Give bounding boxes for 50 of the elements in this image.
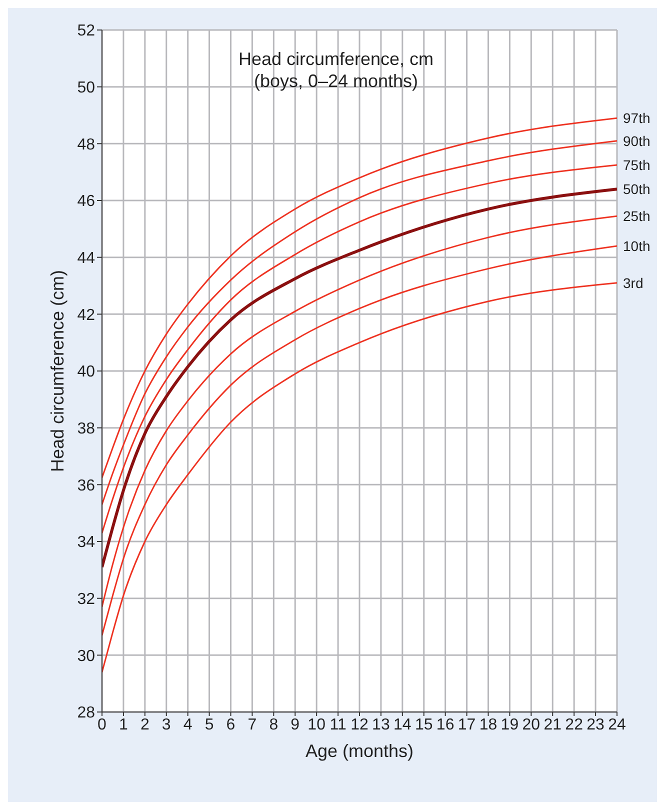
x-tick-label: 7 [248,716,257,734]
x-tick-label: 4 [183,716,192,734]
y-tick-label: 32 [77,591,96,608]
x-tick-label: 13 [372,716,390,734]
y-tick-label: 52 [77,22,96,40]
y-tick-label: 34 [77,534,96,552]
x-tick-label: 5 [204,716,214,734]
x-tick-label: 14 [394,716,412,734]
x-tick-label: 19 [500,716,519,734]
x-tick-label: 23 [586,716,605,734]
x-tick-label: 0 [98,716,107,734]
y-tick-label: 28 [77,704,96,722]
x-tick-label: 2 [140,716,150,734]
x-tick-label: 21 [544,716,562,734]
x-tick-label: 20 [522,716,540,734]
x-tick-label: 15 [414,716,433,734]
y-tick-label: 42 [77,306,96,324]
x-tick-label: 10 [308,716,326,734]
x-tick-label: 11 [330,716,346,734]
x-tick-label: 16 [436,716,454,734]
x-tick-label: 18 [479,716,498,734]
text: (boys, 0–24 months) [254,71,418,91]
y-tick-label: 48 [77,136,96,154]
x-tick-label: 22 [565,716,584,734]
series-label: 10th [623,238,650,254]
y-tick-label: 38 [77,420,96,438]
x-axis-title: Age (months) [305,741,414,761]
x-tick-label: 6 [226,716,236,734]
y-tick-label: 44 [77,250,96,268]
y-tick-label: 46 [77,193,96,210]
y-tick-label: 30 [77,648,96,665]
series-label: 3rd [623,274,644,291]
y-tick-label: 50 [77,80,96,97]
series-label: 50th [623,181,650,198]
y-tick-label: 36 [77,477,96,494]
x-tick-label: 1 [119,716,128,734]
x-tick-label: 12 [350,716,368,734]
series-label: 25th [623,208,650,224]
x-tick-label: 17 [458,716,476,734]
line-series [102,282,617,673]
series-label: 97th [623,110,650,126]
y-axis-title: Head circumference (cm) [47,270,68,472]
x-tick-label: 8 [269,716,278,734]
y-tick-label: 40 [77,364,96,381]
x-tick-label: 3 [162,716,171,734]
x-tick-label: 9 [290,716,300,734]
x-tick-label: 24 [608,716,626,734]
text: Head circumference, cm [237,48,435,70]
series-label: 90th [623,132,650,149]
series-label: 75th [623,156,650,173]
